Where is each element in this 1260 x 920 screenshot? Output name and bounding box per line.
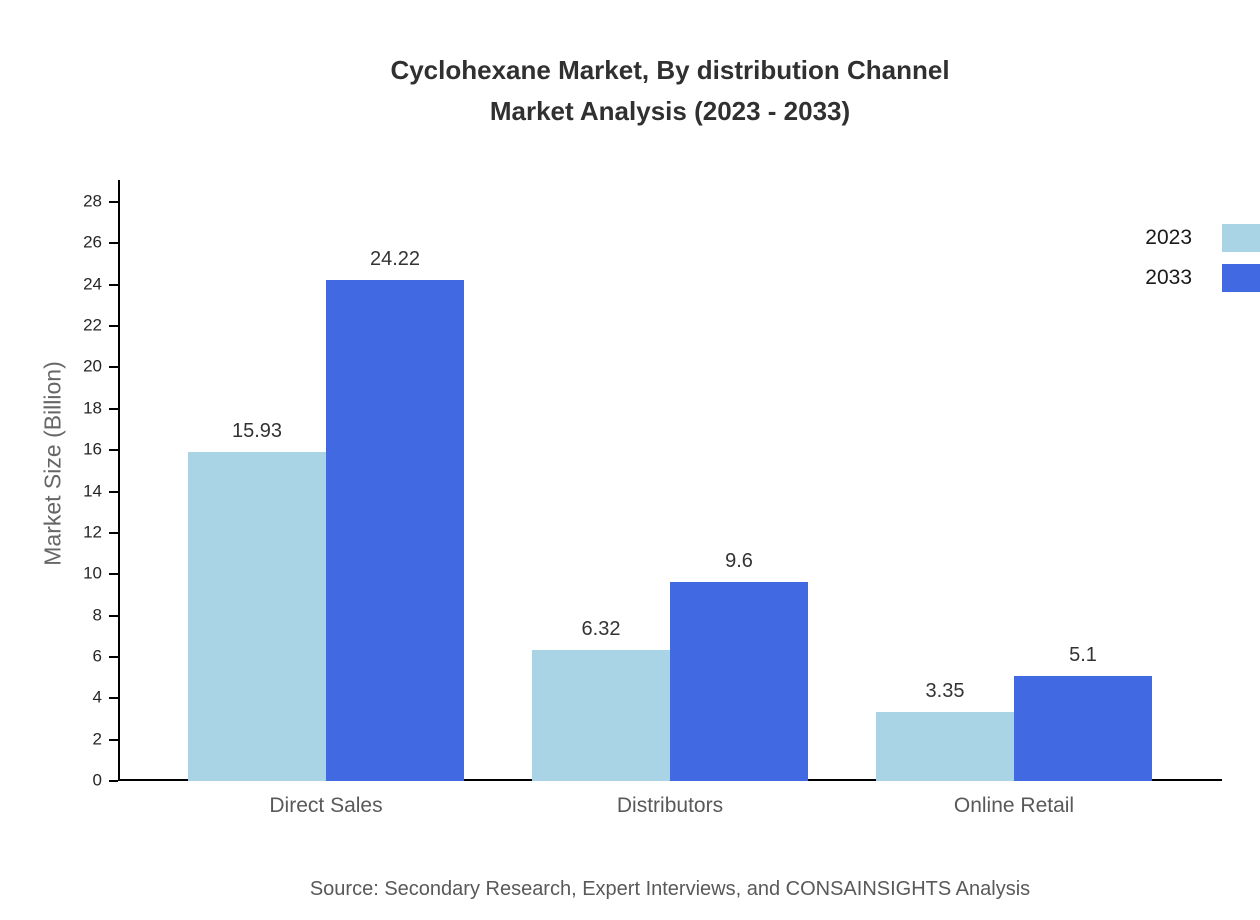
y-tick [109, 573, 118, 576]
legend-swatch-2033 [1222, 264, 1260, 292]
y-tick-label: 22 [83, 315, 102, 335]
y-tick [109, 531, 118, 534]
y-tick-label: 26 [83, 232, 102, 252]
y-tick-label: 28 [83, 191, 102, 211]
category-label-direct-sales: Direct Sales [269, 794, 383, 817]
bar-value-2033-direct-sales: 24.22 [369, 248, 421, 271]
y-tick [109, 780, 118, 782]
y-tick-label: 0 [92, 770, 102, 790]
y-axis-line [118, 180, 120, 781]
y-tick-label: 14 [83, 481, 102, 501]
y-tick-label: 8 [92, 605, 102, 625]
y-tick [109, 283, 118, 286]
y-tick [109, 407, 118, 410]
y-tick [109, 366, 118, 369]
y-tick [109, 738, 118, 741]
y-tick-label: 20 [83, 357, 102, 377]
bar-value-2033-online-retail: 5.1 [1069, 643, 1097, 666]
y-tick-label: 16 [83, 439, 102, 459]
y-tick-label: 2 [92, 729, 102, 749]
chart-title-line1: Cyclohexane Market, By distribution Chan… [390, 55, 950, 85]
plot-area: 0 2 4 6 8 10 12 14 16 18 20 22 24 26 28 15.93 24.22 Direc… [83, 180, 1222, 817]
chart-title-line2: Market Analysis (2023 - 2033) [489, 96, 851, 126]
bar-value-2023-direct-sales: 15.93 [231, 419, 283, 442]
y-tick-label: 24 [83, 274, 102, 294]
y-tick-label: 10 [83, 563, 102, 583]
y-tick [109, 201, 118, 203]
bar-2023-online-retail [876, 711, 1014, 781]
bar-2023-distributors [532, 650, 670, 781]
legend-swatch-2023 [1222, 224, 1260, 252]
y-tick [109, 490, 118, 493]
legend: 2023 2033 [940, 218, 1260, 298]
y-tick-label: 4 [92, 687, 102, 707]
y-tick [109, 697, 118, 700]
chart-title: Cyclohexane Market, By distribution Chan… [118, 50, 1222, 132]
legend-item-2023: 2023 [940, 218, 1260, 258]
bar-2023-direct-sales [188, 451, 326, 781]
y-tick-label: 12 [83, 522, 102, 542]
source-note: Source: Secondary Research, Expert Inter… [309, 878, 1031, 900]
y-tick-label: 18 [83, 398, 102, 418]
bar-2033-direct-sales [326, 280, 464, 781]
bar-value-2023-online-retail: 3.35 [925, 679, 965, 702]
y-tick [109, 614, 118, 617]
y-tick-label: 6 [92, 646, 102, 666]
legend-label-2033: 2033 [1145, 266, 1192, 289]
y-tick [109, 242, 118, 245]
category-label-online-retail: Online Retail [953, 794, 1075, 817]
bar-2033-online-retail [1014, 675, 1152, 781]
legend-item-2033: 2033 [940, 258, 1260, 298]
bar-value-2023-distributors: 6.32 [581, 618, 621, 641]
bar-value-2033-distributors: 9.6 [725, 550, 753, 573]
y-tick [109, 449, 118, 452]
category-label-distributors: Distributors [616, 794, 724, 817]
bar-2033-distributors [670, 582, 808, 781]
y-tick [109, 325, 118, 328]
y-tick [109, 655, 118, 658]
legend-label-2023: 2023 [1145, 226, 1192, 249]
